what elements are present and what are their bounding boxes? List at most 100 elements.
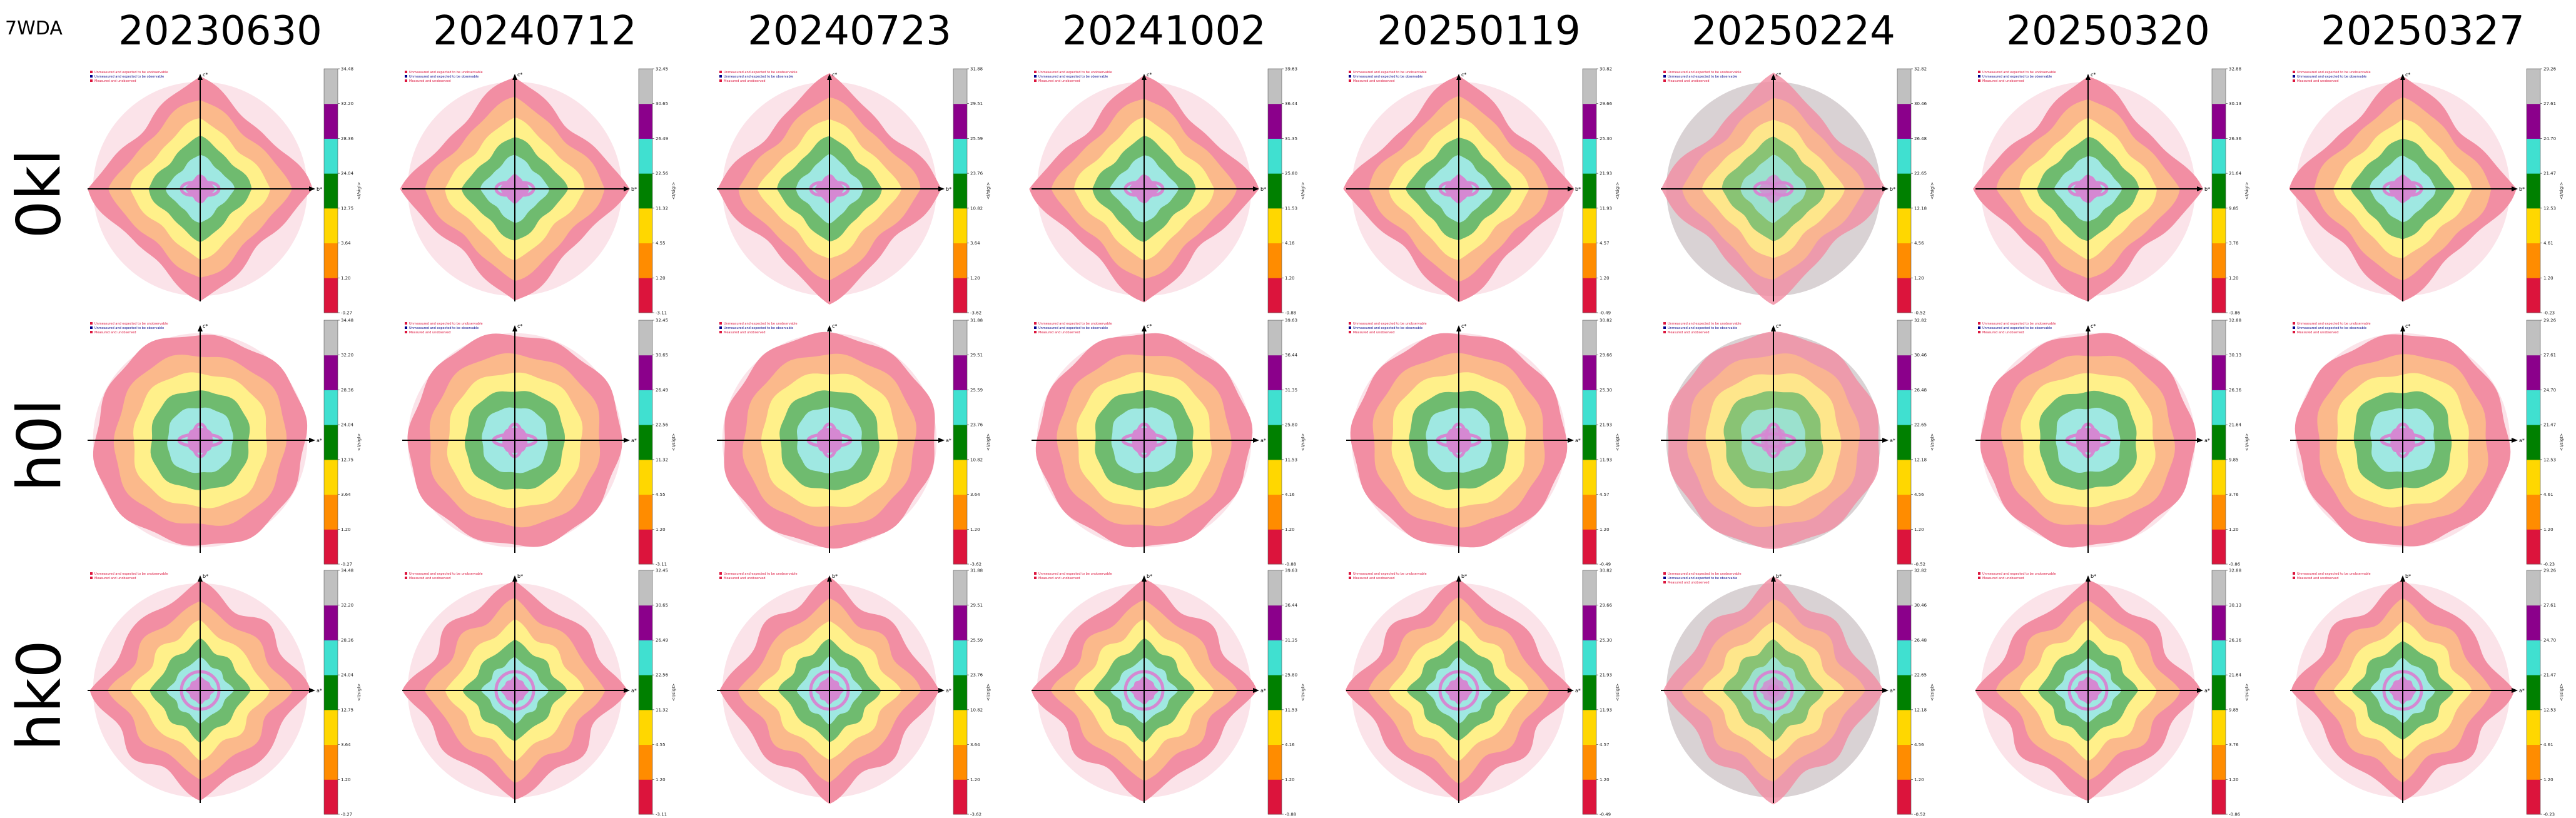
colorbar-segment: [324, 173, 338, 209]
colorbar-tick-label: 22.56: [656, 171, 669, 176]
colorbar-segment: [1897, 779, 1911, 815]
colorbar-frame: [1582, 68, 1597, 313]
colorbar-tick-label: 3.76: [2229, 742, 2239, 747]
colorbar-tick-label: 26.48: [1914, 388, 1927, 393]
axis-label-right: b*: [2204, 186, 2210, 192]
colorbar-segment: [1268, 243, 1282, 278]
colorbar-tick-label: 10.82: [970, 457, 983, 462]
axis-arrow: [198, 325, 203, 331]
colorbar-segment: [953, 570, 967, 606]
colorbar-frame: [323, 68, 338, 313]
colorbar-tick-label: -0.88: [1285, 562, 1296, 567]
colorbar-tick-label: 9.85: [2229, 457, 2239, 462]
axis-arrow: [624, 688, 630, 693]
colorbar-segment: [1897, 744, 1911, 780]
legend-entry: Unmeasured and expected to be observable: [1353, 326, 1422, 330]
axis-arrow: [512, 74, 517, 80]
colorbar-segment: [2527, 355, 2540, 390]
colorbar-tick-label: 31.88: [970, 67, 983, 72]
colorbar-tick-label: 26.36: [2229, 136, 2242, 141]
legend-entry: Unmeasured and expected to be unobservab…: [724, 322, 798, 326]
colorbar-segment: [1897, 640, 1911, 675]
colorbar-tick-label: 1.20: [1285, 527, 1295, 532]
colorbar-tick-label: 29.66: [1600, 353, 1613, 358]
axis-label-right: a*: [2204, 688, 2210, 694]
legend-marker: [719, 75, 722, 78]
legend-entry: Measured and unobserved: [724, 79, 766, 83]
colorbar-tick-label: 3.64: [970, 241, 980, 246]
axis-label-up: b*: [832, 573, 838, 579]
colorbar-segment: [639, 459, 652, 495]
colorbar-segment: [1268, 278, 1282, 313]
legend-marker: [1978, 71, 1980, 73]
legend-entry: Unmeasured and expected to be unobservab…: [1668, 572, 1742, 576]
colorbar-tick-label: 1.20: [970, 527, 980, 532]
legend-entry: Measured and unobserved: [1353, 331, 1395, 335]
axis-label-right: a*: [2519, 438, 2525, 443]
subplot-hk0: Unmeasured and expected to be unobservab…: [402, 568, 676, 817]
colorbar-segment: [1897, 675, 1911, 710]
legend-entry: Unmeasured and expected to be observable: [94, 75, 164, 79]
colorbar-tick-label: 32.88: [2229, 318, 2241, 323]
axis-arrow: [2400, 325, 2405, 331]
colorbar-segment: [1268, 320, 1282, 356]
colorbar-segment: [324, 605, 338, 640]
colorbar-segment: [324, 425, 338, 460]
colorbar-segment: [1268, 494, 1282, 530]
colorbar-segment: [2212, 320, 2226, 356]
colorbar-segment: [2527, 640, 2540, 675]
legend-entry: Measured and unobserved: [409, 577, 451, 580]
legend-entry: Unmeasured and expected to be unobservab…: [1982, 322, 2056, 326]
colorbar-segment: [2527, 570, 2540, 606]
colorbar-segment: [639, 320, 652, 356]
legend-marker: [405, 75, 407, 78]
colorbar-tick-label: -0.86: [2229, 311, 2241, 316]
legend-entry: Unmeasured and expected to be observable: [1982, 326, 2052, 330]
colorbar-segment: [953, 390, 967, 425]
colorbar-segment: [639, 69, 652, 104]
colorbar-segment: [324, 320, 338, 356]
colorbar-frame: [638, 68, 653, 313]
colorbar-tick-label: 11.32: [656, 457, 668, 462]
colorbar-segment: [1268, 675, 1282, 710]
colorbar-segment: [2212, 208, 2226, 244]
legend-marker: [1978, 572, 1980, 575]
colorbar-tick-label: 3.64: [341, 742, 351, 747]
colorbar-segment: [2212, 355, 2226, 390]
colorbar-segment: [1583, 605, 1596, 640]
colorbar-tick-label: 1.20: [1600, 777, 1610, 782]
colorbar-tick-label: 26.49: [656, 136, 668, 141]
colorbar-tick-label: 11.32: [656, 707, 668, 712]
colorbar-segment: [2527, 320, 2540, 356]
colorbar-tick-label: 29.51: [970, 101, 983, 106]
colorbar-segment: [324, 640, 338, 675]
colorbar-tick-label: 11.53: [1285, 457, 1297, 462]
axis-arrow: [938, 688, 945, 693]
colorbar-tick-label: 32.82: [1914, 318, 1927, 323]
colorbar-tick-label: 11.93: [1600, 206, 1612, 211]
colorbar-tick-label: 4.61: [2543, 492, 2553, 497]
column-title: 20250320: [2006, 8, 2210, 54]
colorbar-label: <I/sigI>: [2244, 182, 2249, 199]
colorbar-tick-label: 32.82: [1914, 568, 1927, 573]
legend-entry: Measured and unobserved: [1982, 79, 2024, 83]
colorbar-segment: [1268, 744, 1282, 780]
colorbar-segment: [2212, 390, 2226, 425]
subplot-hk0: Unmeasured and expected to be unobservab…: [1031, 568, 1306, 817]
colorbar-segment: [1583, 278, 1596, 313]
colorbar-segment: [2212, 459, 2226, 495]
colorbar-segment: [2212, 529, 2226, 565]
colorbar-segment: [2212, 103, 2226, 139]
legend-marker: [1663, 326, 1666, 329]
colorbar-segment: [953, 278, 967, 313]
axis-label-up: c*: [517, 72, 522, 78]
legend-marker: [1349, 331, 1351, 333]
axis-label-up: c*: [2091, 72, 2096, 78]
legend-entry: Measured and unobserved: [2297, 331, 2339, 335]
colorbar-segment: [1268, 173, 1282, 209]
colorbar-label: <I/sigI>: [1930, 182, 1935, 199]
colorbar-segment: [324, 744, 338, 780]
subplot-0kl: Unmeasured and expected to be unobservab…: [1343, 67, 1620, 316]
axis-label-up: c*: [203, 72, 208, 78]
